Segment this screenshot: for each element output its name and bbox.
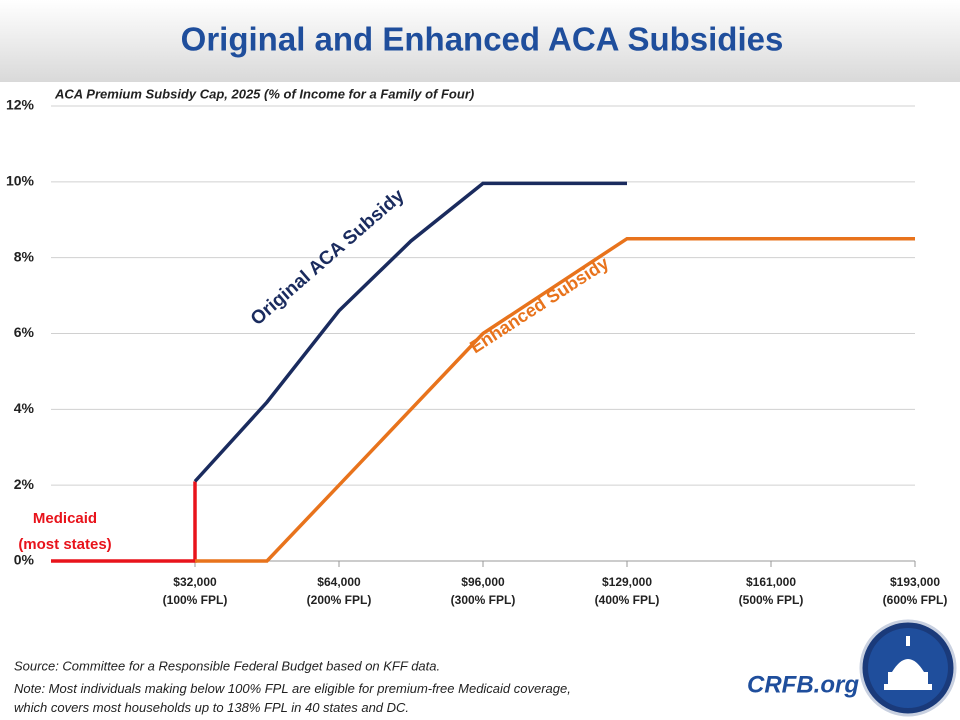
x-tick-label: $64,000 (200% FPL) [307,575,372,607]
note: Note: Most individuals making below 100%… [14,681,571,715]
x-tick-label: $96,000 (300% FPL) [451,575,516,607]
chart-title: Original and Enhanced ACA Subsidies [181,21,784,58]
y-tick-label: 2% [14,476,35,492]
branding: CRFB.org [747,671,859,698]
series-label: Enhanced Subsidy [466,253,612,357]
series-line [193,181,627,483]
y-tick-label: 12% [6,97,35,113]
logo [859,619,957,717]
y-tick-label: 4% [14,400,35,416]
title-band [0,0,960,82]
source: Source: Committee for a Responsible Fede… [14,658,440,673]
y-tick-label: 6% [14,324,35,340]
x-tick-label: $129,000 (400% FPL) [595,575,660,607]
chart-subtitle: ACA Premium Subsidy Cap, 2025 (% of Inco… [54,86,474,101]
y-tick-label: 10% [6,173,35,189]
y-tick-label: 0% [14,552,35,568]
plot: 0% 2% 4% 6% 8% 10% 12% $32,000 (100% FPL) $64,000… [6,97,947,607]
series-label: Medicaid (most states) [18,510,111,553]
y-tick-label: 8% [14,248,35,264]
x-tick-label: $193,000 (600% FPL) [883,575,948,607]
series-line [195,236,915,563]
x-tick-label: $32,000 (100% FPL) [163,575,228,607]
x-tick-label: $161,000 (500% FPL) [739,575,804,607]
